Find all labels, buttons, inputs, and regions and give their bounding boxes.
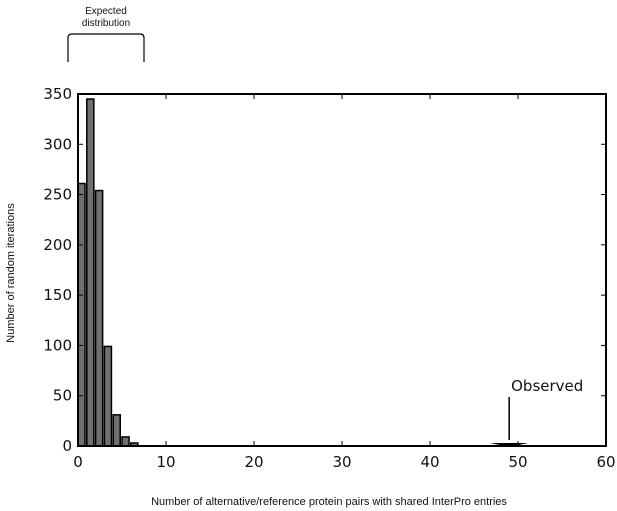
bar [77, 182, 86, 447]
observed-label: Observed [511, 377, 583, 395]
bar [121, 436, 130, 447]
y-tick-label: 200 [43, 236, 72, 254]
x-tick-label: 30 [332, 453, 351, 471]
y-tick-label: 100 [43, 336, 72, 354]
x-axis-label: Number of alternative/reference protein … [151, 496, 507, 508]
bars-group [77, 98, 139, 447]
bar [112, 414, 121, 447]
x-tick-label: 60 [596, 453, 615, 471]
x-tick-label: 40 [420, 453, 439, 471]
x-tick-label: 0 [73, 453, 83, 471]
y-tick-label: 150 [43, 286, 72, 304]
expected-label-line1: Expected [85, 6, 127, 17]
expected-bracket [67, 33, 145, 62]
y-ticks: 0 50 100 150 200 250 300 350 [43, 85, 606, 455]
y-tick-label: 300 [43, 135, 72, 153]
y-axis-label: Number of random iterations [5, 203, 17, 343]
y-tick-label: 0 [62, 437, 72, 455]
x-tick-label: 10 [156, 453, 175, 471]
x-tick-label: 50 [508, 453, 527, 471]
y-tick-label: 50 [53, 387, 72, 405]
y-tick-label: 350 [43, 85, 72, 103]
observed-annotation: Observed [490, 377, 583, 447]
x-tick-label: 20 [244, 453, 263, 471]
y-tick-label: 250 [43, 186, 72, 204]
bar [103, 345, 113, 447]
bar [86, 98, 95, 447]
plot-frame [77, 93, 607, 447]
observed-arrow-head [490, 443, 529, 447]
x-ticks: 0 10 20 30 40 50 60 [73, 94, 616, 471]
bar [94, 189, 104, 447]
expected-label-line2: distribution [82, 18, 130, 29]
